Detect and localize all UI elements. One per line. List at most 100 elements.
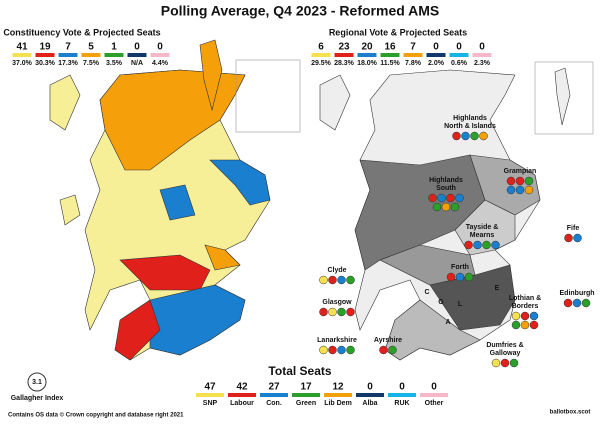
party-swatch bbox=[472, 53, 492, 57]
party-name: Green bbox=[296, 400, 316, 407]
party-swatch bbox=[150, 53, 170, 57]
seat-dot bbox=[529, 320, 539, 330]
region-label: Mearns bbox=[470, 232, 495, 239]
totals-heading: Total Seats bbox=[268, 364, 331, 378]
seat-dot bbox=[337, 275, 346, 285]
seat-dot bbox=[346, 345, 355, 355]
seat-dot bbox=[520, 311, 530, 321]
seat-dot bbox=[491, 358, 501, 368]
vote-share: 37.0% bbox=[12, 60, 33, 67]
seat-dot bbox=[473, 240, 482, 250]
vote-share: 18.0% bbox=[357, 60, 378, 67]
seat-dot bbox=[524, 176, 534, 186]
seat-dot bbox=[464, 240, 473, 250]
party-name: RUK bbox=[394, 400, 409, 407]
seat-dot bbox=[470, 131, 479, 141]
seat-dot bbox=[337, 345, 346, 355]
seat-dot bbox=[573, 233, 582, 243]
region: Lanarkshire bbox=[317, 337, 357, 355]
seat-dot bbox=[509, 358, 519, 368]
seat-count: 6 bbox=[318, 42, 324, 53]
party-swatch bbox=[228, 393, 256, 397]
seat-count: 0 bbox=[456, 42, 462, 53]
seat-dot bbox=[500, 358, 510, 368]
vote-share: 28.3% bbox=[334, 60, 355, 67]
vote-share: 17.3% bbox=[58, 60, 79, 67]
title: Polling Average, Q4 2023 - Reformed AMS bbox=[161, 3, 440, 19]
region: Clyde bbox=[319, 267, 355, 285]
party-name: Other bbox=[425, 400, 444, 407]
party-swatch bbox=[35, 53, 55, 57]
seat-count: 1 bbox=[111, 42, 117, 53]
region-label: Borders bbox=[512, 303, 539, 310]
party-swatch bbox=[104, 53, 124, 57]
region: Dumfries &Galloway bbox=[486, 342, 524, 368]
seat-count: 5 bbox=[88, 42, 94, 53]
seat-dot bbox=[328, 345, 337, 355]
seat-dot bbox=[446, 193, 455, 203]
party-swatch bbox=[449, 53, 469, 57]
seat-dot bbox=[563, 298, 573, 308]
party-swatch bbox=[12, 53, 32, 57]
region-label: Grampian bbox=[504, 168, 537, 175]
seat-dot bbox=[482, 240, 491, 250]
seat-dot bbox=[515, 176, 525, 186]
seat-count: 0 bbox=[367, 382, 373, 393]
seat-dot bbox=[450, 202, 460, 212]
region-label: Edinburgh bbox=[560, 290, 595, 297]
region: Lothian &Borders bbox=[509, 295, 541, 330]
shetland bbox=[554, 67, 571, 126]
party-swatch bbox=[260, 393, 288, 397]
seat-dot bbox=[529, 311, 539, 321]
party-swatch bbox=[196, 393, 224, 397]
seat-dot bbox=[479, 131, 488, 141]
brand: ballotbox.scot bbox=[550, 410, 591, 416]
gallagher-label: Gallagher Index bbox=[11, 395, 64, 402]
seat-dot bbox=[319, 345, 328, 355]
seat-dot bbox=[506, 185, 516, 195]
region: Tayside &Mearns bbox=[464, 224, 500, 250]
seat-dot bbox=[319, 275, 328, 285]
party-swatch bbox=[81, 53, 101, 57]
region: Glasgow bbox=[319, 299, 355, 317]
party-swatch bbox=[356, 393, 384, 397]
map-letter: C bbox=[424, 289, 429, 296]
seat-dot bbox=[328, 307, 337, 317]
seat-dot bbox=[520, 320, 530, 330]
party-swatch bbox=[420, 393, 448, 397]
party-name: SNP bbox=[203, 400, 218, 407]
region-label: Highlands bbox=[453, 115, 487, 122]
seat-count: 0 bbox=[399, 382, 405, 393]
vote-share: N/A bbox=[131, 60, 143, 67]
footer: Contains OS data © Crown copyright and d… bbox=[8, 412, 184, 419]
party-name: Con. bbox=[266, 400, 282, 407]
seat-dot bbox=[515, 185, 525, 195]
seat-dot bbox=[464, 272, 474, 282]
regional-heading: Regional Vote & Projected Seats bbox=[329, 27, 467, 37]
seat-count: 47 bbox=[204, 382, 216, 393]
seat-dot bbox=[388, 345, 397, 355]
vote-share: 7.5% bbox=[83, 60, 100, 67]
region-label: Tayside & bbox=[466, 224, 499, 231]
party-name: Alba bbox=[362, 400, 377, 407]
seat-count: 0 bbox=[431, 382, 437, 393]
seat-dot bbox=[572, 298, 582, 308]
gallagher-value: 3.1 bbox=[32, 379, 42, 386]
region-label: Ayrshire bbox=[374, 337, 402, 344]
seat-dot bbox=[446, 272, 456, 282]
seat-dot bbox=[379, 345, 388, 355]
region-label: Glasgow bbox=[322, 299, 352, 306]
gallagher-badge bbox=[27, 372, 47, 392]
party-swatch bbox=[380, 53, 400, 57]
region: Edinburgh bbox=[560, 290, 595, 308]
seat-dot bbox=[346, 275, 355, 285]
map-letter: L bbox=[458, 301, 463, 308]
seat-count: 20 bbox=[361, 42, 373, 53]
region-label: Clyde bbox=[327, 267, 346, 274]
party-swatch bbox=[357, 53, 377, 57]
seat-count: 0 bbox=[134, 42, 140, 53]
vote-share: 2.3% bbox=[474, 60, 491, 67]
vote-share: 0.6% bbox=[451, 60, 468, 67]
